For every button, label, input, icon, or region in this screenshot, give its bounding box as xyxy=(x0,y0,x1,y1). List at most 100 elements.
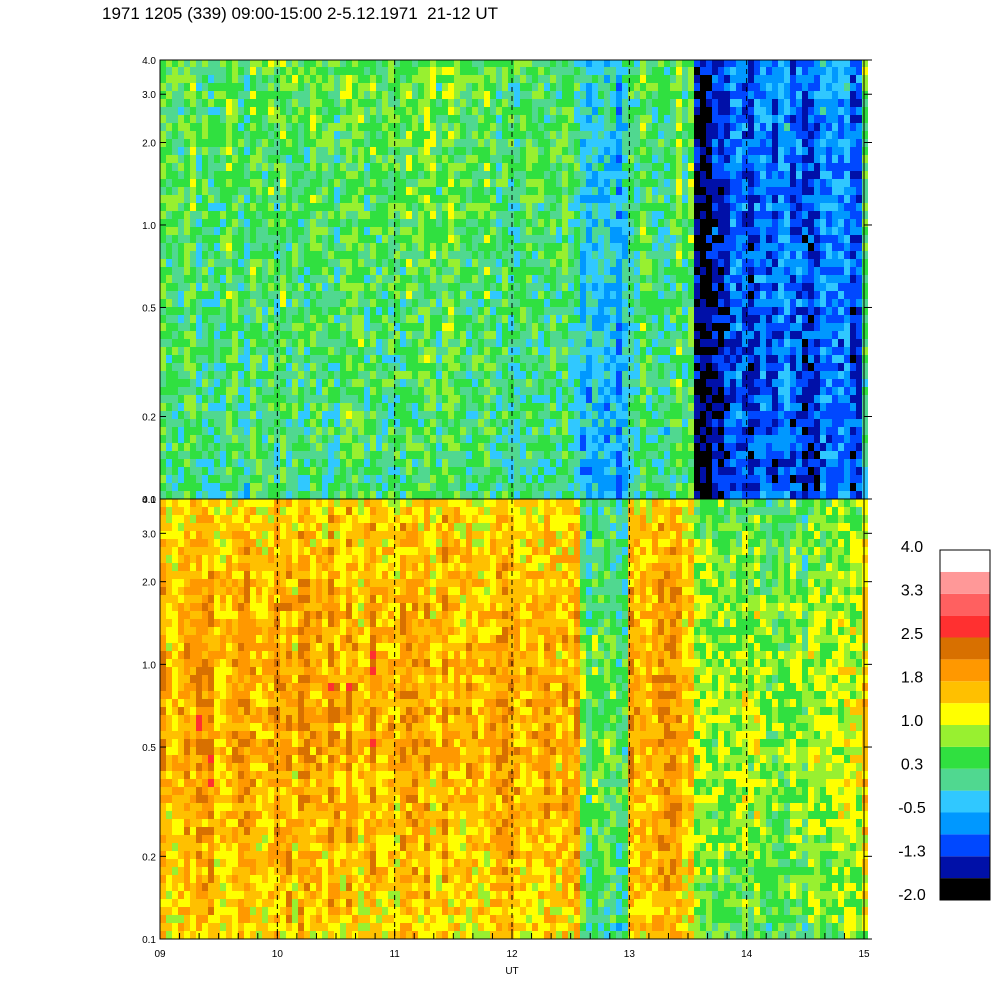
heatmap-cell xyxy=(172,155,178,163)
heatmap-cell xyxy=(634,427,640,435)
heatmap-cell xyxy=(538,299,544,307)
heatmap-cell xyxy=(388,299,394,307)
heatmap-cell xyxy=(418,395,424,403)
heatmap-cell xyxy=(244,363,250,371)
heatmap-cell xyxy=(382,155,388,163)
heatmap-cell xyxy=(160,251,166,259)
heatmap-cell xyxy=(268,171,274,179)
heatmap-cell xyxy=(208,475,214,483)
heatmap-cell xyxy=(550,60,556,67)
heatmap-cell xyxy=(688,227,694,235)
heatmap-cell xyxy=(304,259,310,267)
heatmap-cell xyxy=(562,387,568,395)
heatmap-cell xyxy=(652,195,658,203)
heatmap-cell xyxy=(208,379,214,387)
heatmap-cell xyxy=(298,459,304,467)
heatmap-cell xyxy=(172,139,178,147)
heatmap-cell xyxy=(496,155,502,163)
heatmap-cell xyxy=(448,267,454,275)
heatmap-cell xyxy=(274,171,280,179)
heatmap-cell xyxy=(376,75,382,83)
heatmap-cell xyxy=(328,131,334,139)
heatmap-cell xyxy=(676,275,682,283)
heatmap-cell xyxy=(280,475,286,483)
heatmap-cell xyxy=(214,171,220,179)
heatmap-cell xyxy=(370,251,376,259)
heatmap-cell xyxy=(562,155,568,163)
heatmap-cell xyxy=(520,435,526,443)
heatmap-cell xyxy=(460,251,466,259)
heatmap-cell xyxy=(256,83,262,91)
heatmap-cell xyxy=(250,491,256,499)
heatmap-cell xyxy=(652,99,658,107)
heatmap-cell xyxy=(574,451,580,459)
heatmap-cell xyxy=(196,123,202,131)
heatmap-cell xyxy=(622,211,628,219)
heatmap-cell xyxy=(490,251,496,259)
heatmap-cell xyxy=(622,387,628,395)
heatmap-cell xyxy=(322,243,328,251)
heatmap-cell xyxy=(484,403,490,411)
heatmap-cell xyxy=(664,67,670,75)
heatmap-cell xyxy=(616,467,622,475)
heatmap-cell xyxy=(232,291,238,299)
heatmap-cell xyxy=(640,227,646,235)
heatmap-cell xyxy=(682,339,688,347)
heatmap-cell xyxy=(238,60,244,67)
heatmap-cell xyxy=(190,163,196,171)
heatmap-cell xyxy=(454,155,460,163)
heatmap-cell xyxy=(472,203,478,211)
heatmap-cell xyxy=(346,131,352,139)
heatmap-cell xyxy=(352,107,358,115)
heatmap-cell xyxy=(340,339,346,347)
heatmap-cell xyxy=(232,251,238,259)
heatmap-cell xyxy=(346,339,352,347)
heatmap-cell xyxy=(574,411,580,419)
heatmap-cell xyxy=(454,91,460,99)
heatmap-cell xyxy=(394,219,400,227)
heatmap-cell xyxy=(502,163,508,171)
heatmap-cell xyxy=(496,315,502,323)
heatmap-cell xyxy=(568,163,574,171)
heatmap-cell xyxy=(346,203,352,211)
heatmap-cell xyxy=(550,67,556,75)
heatmap-cell xyxy=(364,443,370,451)
heatmap-cell xyxy=(226,91,232,99)
heatmap-cell xyxy=(664,211,670,219)
heatmap-cell xyxy=(622,419,628,427)
heatmap-cell xyxy=(700,219,706,227)
heatmap-cell xyxy=(604,355,610,363)
heatmap-cell xyxy=(700,491,706,499)
heatmap-cell xyxy=(262,131,268,139)
heatmap-cell xyxy=(682,107,688,115)
heatmap-cell xyxy=(202,195,208,203)
heatmap-cell xyxy=(244,307,250,315)
heatmap-cell xyxy=(208,235,214,243)
heatmap-cell xyxy=(454,379,460,387)
heatmap-cell xyxy=(214,363,220,371)
heatmap-cell xyxy=(340,131,346,139)
heatmap-cell xyxy=(340,395,346,403)
heatmap-cell xyxy=(484,411,490,419)
heatmap-cell xyxy=(472,283,478,291)
heatmap-cell xyxy=(574,283,580,291)
heatmap-cell xyxy=(550,91,556,99)
heatmap-cell xyxy=(640,60,646,67)
heatmap-cell xyxy=(310,451,316,459)
heatmap-cell xyxy=(700,155,706,163)
heatmap-cell xyxy=(346,227,352,235)
heatmap-cell xyxy=(466,243,472,251)
heatmap-cell xyxy=(592,427,598,435)
heatmap-cell xyxy=(268,299,274,307)
heatmap-cell xyxy=(322,83,328,91)
heatmap-cell xyxy=(424,211,430,219)
heatmap-cell xyxy=(532,139,538,147)
heatmap-cell xyxy=(232,60,238,67)
heatmap-cell xyxy=(346,299,352,307)
heatmap-cell xyxy=(448,83,454,91)
heatmap-cell xyxy=(190,347,196,355)
heatmap-cell xyxy=(388,483,394,491)
heatmap-cell xyxy=(394,427,400,435)
heatmap-cell xyxy=(562,115,568,123)
heatmap-cell xyxy=(646,483,652,491)
